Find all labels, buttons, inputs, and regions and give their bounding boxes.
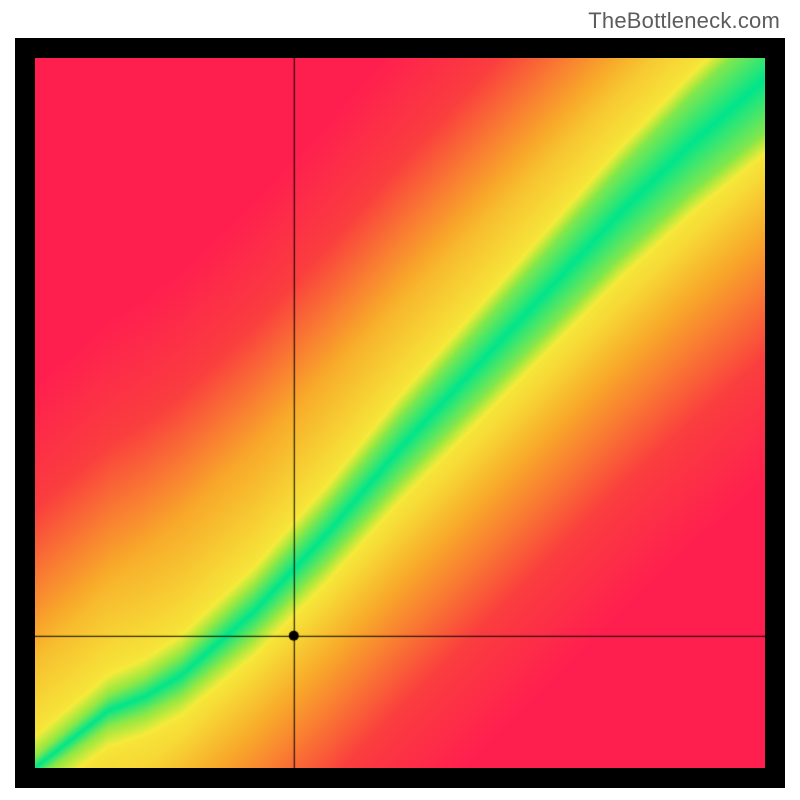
bottleneck-heatmap — [35, 58, 765, 768]
attribution-label: TheBottleneck.com — [588, 8, 780, 34]
chart-container: { "attribution": "TheBottleneck.com", "c… — [0, 0, 800, 800]
